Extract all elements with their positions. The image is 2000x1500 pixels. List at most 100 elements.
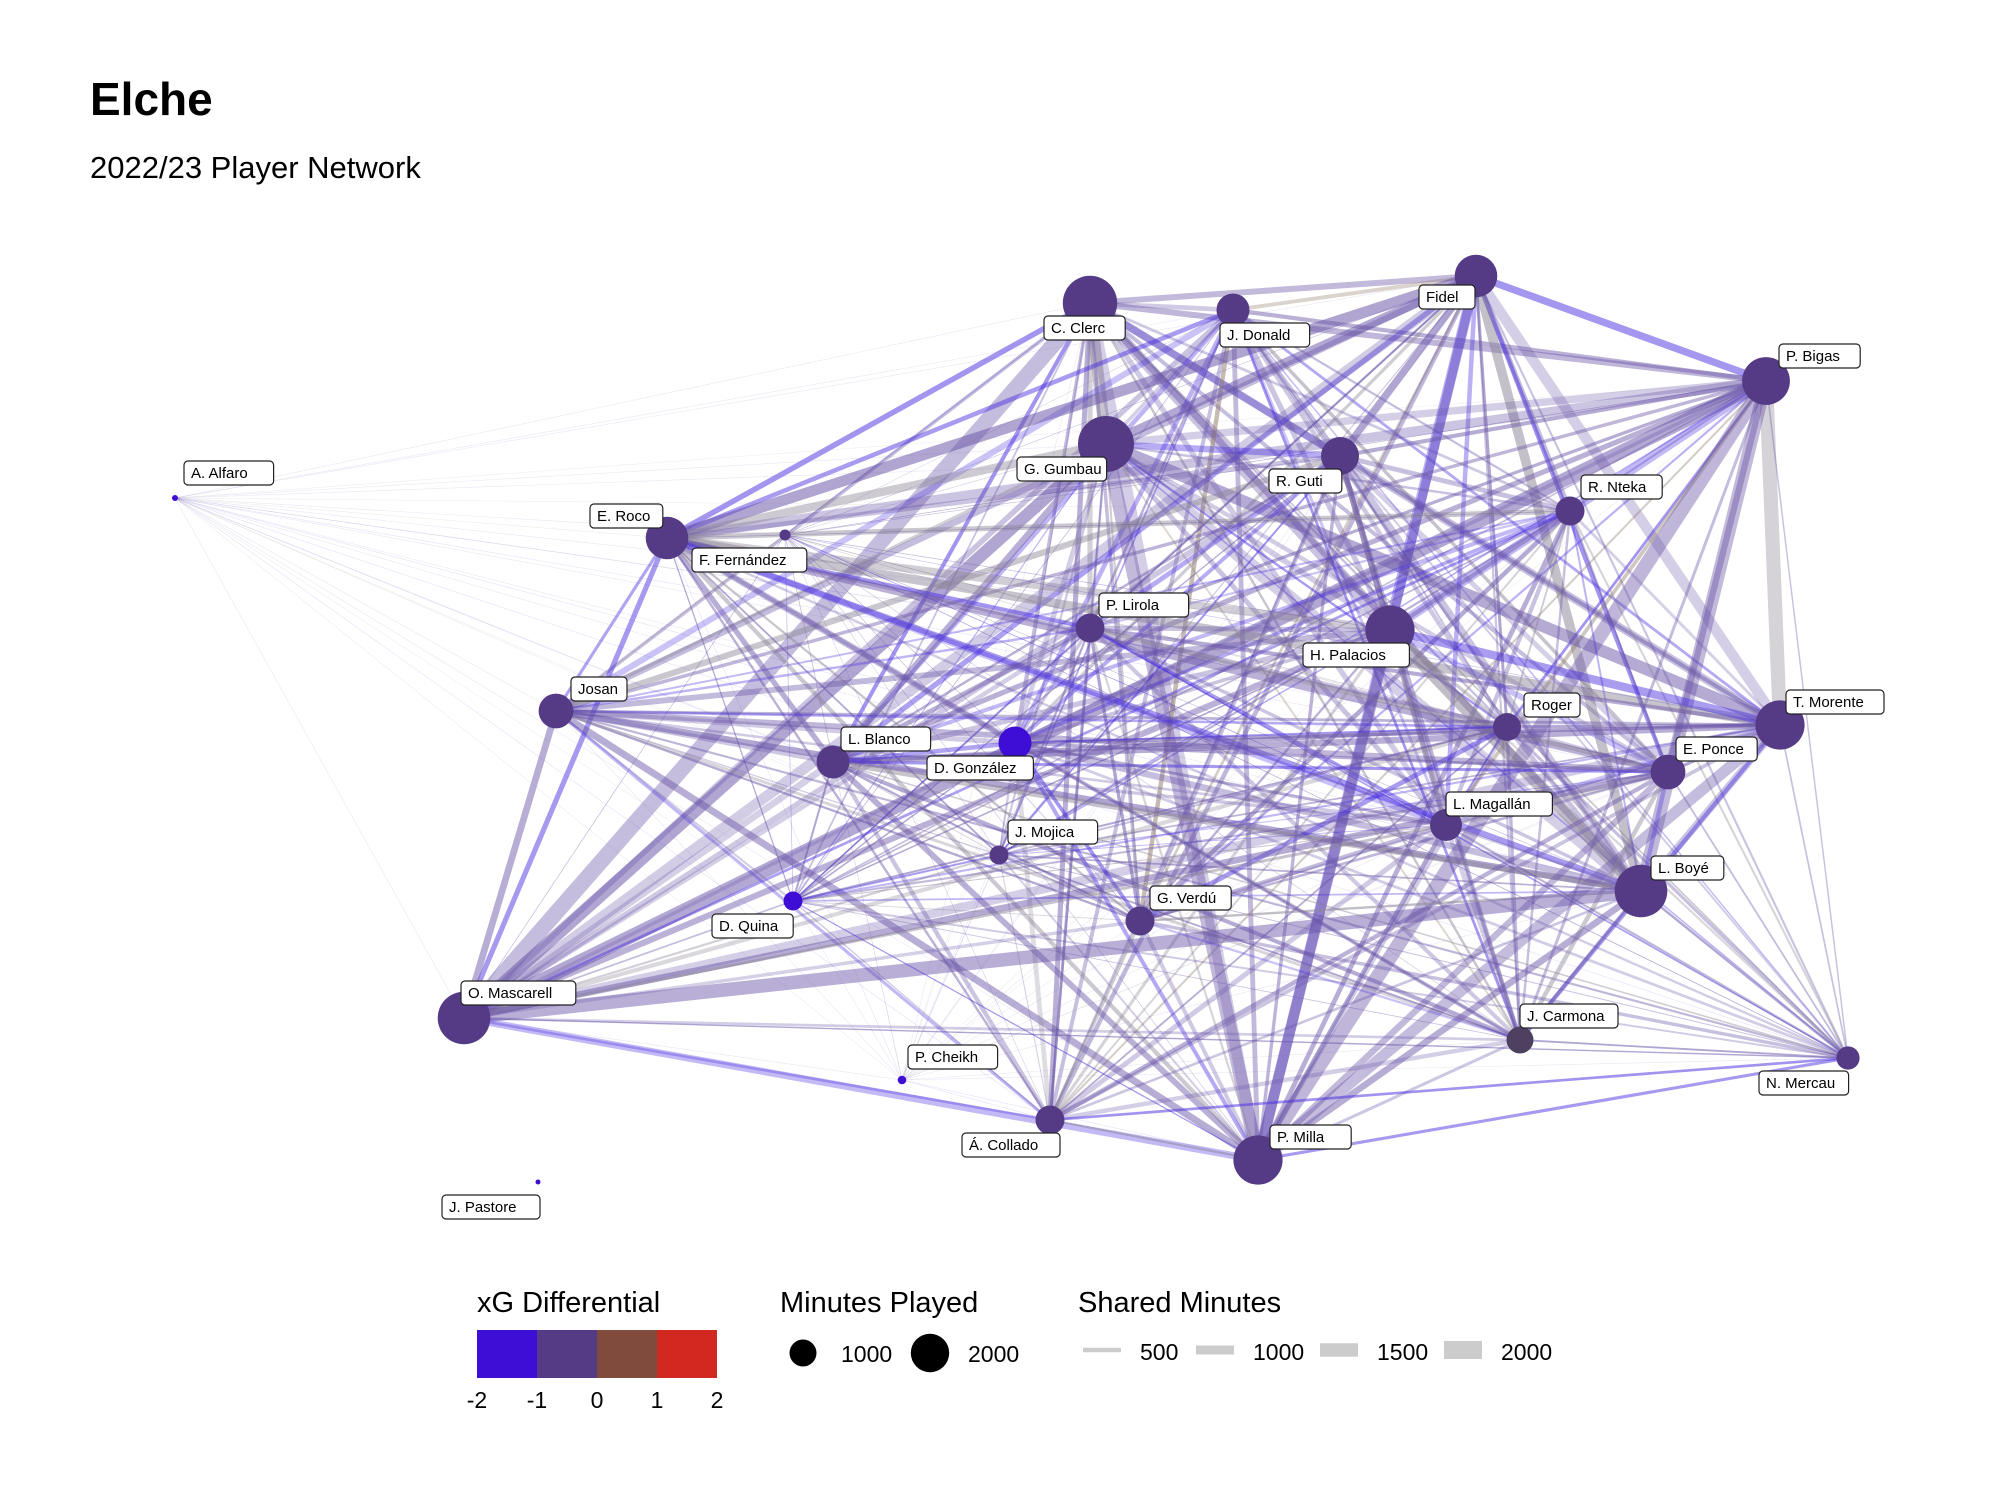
node-p-cheikh[interactable] <box>897 1075 907 1085</box>
label-p-lirola: P. Lirola <box>1098 592 1190 618</box>
label-l-blanco: L. Blanco <box>840 726 932 752</box>
label-text: J. Pastore <box>449 1199 517 1216</box>
edge-l-magallan-d-quina <box>792 824 1447 902</box>
edge-o-mascarell-n-mercau <box>463 1017 1849 1059</box>
label-text: N. Mercau <box>1766 1075 1835 1092</box>
label-text: Á. Collado <box>969 1137 1038 1154</box>
edge-g-gumbau-j-carmona <box>1105 443 1521 1041</box>
node-a-alfaro[interactable] <box>172 495 178 501</box>
edge-josan-roger <box>554 709 1509 729</box>
edge-josan-l-boye <box>552 707 1645 895</box>
label-d-gonzalez: D. González <box>926 755 1035 781</box>
node-j-carmona[interactable] <box>1506 1026 1534 1054</box>
label-text: C. Clerc <box>1051 320 1106 337</box>
label-box <box>1445 791 1554 817</box>
label-p-bigas: P. Bigas <box>1778 343 1861 369</box>
label-n-mercau: N. Mercau <box>1758 1070 1850 1096</box>
label-box <box>1675 736 1758 762</box>
edge-l-blanco-p-cheikh <box>832 761 903 1081</box>
node-j-donald[interactable] <box>1216 293 1250 327</box>
label-box <box>1519 1003 1619 1029</box>
node-e-ponce[interactable] <box>1650 754 1686 790</box>
edge-fidel-f-fernandez <box>784 275 1477 536</box>
edge-p-lirola-o-mascarell <box>461 625 1093 1021</box>
node-roger[interactable] <box>1493 713 1521 741</box>
edge-fidel-g-gumbau <box>1101 271 1481 449</box>
edge-p-lirola-l-boye <box>1088 626 1643 893</box>
edge-e-ponce-j-mojica <box>998 771 1669 856</box>
edge-j-mojica-n-mercau <box>998 854 1849 1059</box>
node-a-collado[interactable] <box>1035 1105 1065 1135</box>
label-box <box>711 913 794 939</box>
edge-josan-j-carmona <box>554 709 1522 1042</box>
edge-f-fernandez-d-gonzalez <box>784 534 1016 744</box>
label-text: D. González <box>934 760 1017 777</box>
edge-e-roco-p-milla <box>664 535 1261 1163</box>
edge-p-lirola-roger <box>1087 625 1510 730</box>
edge-r-nteka-p-milla <box>1255 508 1573 1163</box>
edge-r-nteka-e-roco <box>664 508 1573 541</box>
node-r-nteka[interactable] <box>1555 496 1585 526</box>
edge-d-gonzalez-o-mascarell <box>462 741 1017 1020</box>
edge-p-lirola-a-collado <box>1048 626 1092 1122</box>
edge-t-morente-d-quina <box>791 723 1782 903</box>
edge-j-donald-l-blanco <box>830 307 1236 765</box>
edge-e-ponce-p-milla <box>1254 768 1672 1164</box>
edge-l-magallan-o-mascarell <box>462 823 1448 1020</box>
node-p-bigas[interactable] <box>1742 357 1790 405</box>
node-j-pastore[interactable] <box>535 1179 541 1185</box>
label-text: Josan <box>578 681 618 698</box>
edge-d-gonzalez-e-ponce <box>1013 741 1670 774</box>
label-text: R. Guti <box>1276 473 1323 490</box>
node-f-fernandez[interactable] <box>779 529 791 541</box>
edge-r-nteka-d-gonzalez <box>1013 509 1572 745</box>
edge-d-quina-g-verdu <box>792 900 1141 922</box>
label-box <box>1219 322 1311 348</box>
edge-fidel-l-blanco <box>830 273 1479 765</box>
node-j-mojica[interactable] <box>989 845 1009 865</box>
edge-fidel-o-mascarell <box>458 270 1482 1024</box>
node-d-gonzalez[interactable] <box>998 726 1032 760</box>
edge-a-alfaro-josan <box>174 497 557 712</box>
label-box <box>460 980 577 1006</box>
label-box <box>1758 1070 1850 1096</box>
edge-f-fernandez-t-morente <box>784 534 1781 726</box>
edge-d-gonzalez-p-milla <box>1013 741 1260 1162</box>
edge-j-donald-fidel <box>1231 274 1478 312</box>
node-g-verdu[interactable] <box>1125 906 1155 936</box>
label-box <box>1098 592 1190 618</box>
node-d-quina[interactable] <box>783 891 803 911</box>
node-p-lirola[interactable] <box>1075 613 1105 643</box>
edge-fidel-d-gonzalez <box>1013 274 1478 745</box>
edge-roger-e-ponce <box>1505 725 1670 774</box>
node-r-guti[interactable] <box>1321 437 1359 475</box>
edge-j-mojica-a-collado <box>998 854 1051 1121</box>
edge-c-clerc-e-roco <box>664 300 1093 541</box>
edge-d-gonzalez-j-carmona <box>1013 741 1522 1042</box>
edge-o-mascarell-a-collado <box>462 1016 1052 1122</box>
edge-l-boye-n-mercau <box>1639 889 1850 1060</box>
edge-r-guti-r-nteka <box>1337 453 1573 514</box>
label-f-fernandez: F. Fernández <box>691 547 808 573</box>
edge-j-donald-l-boye <box>1231 308 1643 893</box>
node-l-magallan[interactable] <box>1430 809 1462 841</box>
edge-h-palacios-o-mascarell <box>460 626 1394 1022</box>
edge-p-bigas-o-mascarell <box>457 374 1773 1025</box>
label-text: E. Roco <box>597 508 650 525</box>
edge-j-donald-l-magallan <box>1231 308 1448 827</box>
node-josan[interactable] <box>538 693 574 729</box>
label-text: R. Nteka <box>1588 479 1647 496</box>
label-box <box>1016 456 1108 482</box>
edge-r-guti-t-morente <box>1338 454 1782 727</box>
edge-j-donald-josan <box>552 306 1237 715</box>
node-n-mercau[interactable] <box>1836 1046 1860 1070</box>
edge-e-ponce-p-cheikh <box>901 771 1669 1081</box>
edge-josan-p-cheikh <box>555 710 903 1081</box>
edge-h-palacios-p-cheikh <box>901 629 1391 1081</box>
edge-f-fernandez-p-milla <box>784 534 1259 1161</box>
label-josan: Josan <box>570 676 628 702</box>
node-h-palacios[interactable] <box>1365 605 1415 655</box>
node-l-blanco[interactable] <box>816 745 850 779</box>
edge-r-guti-l-boye <box>1336 452 1645 895</box>
